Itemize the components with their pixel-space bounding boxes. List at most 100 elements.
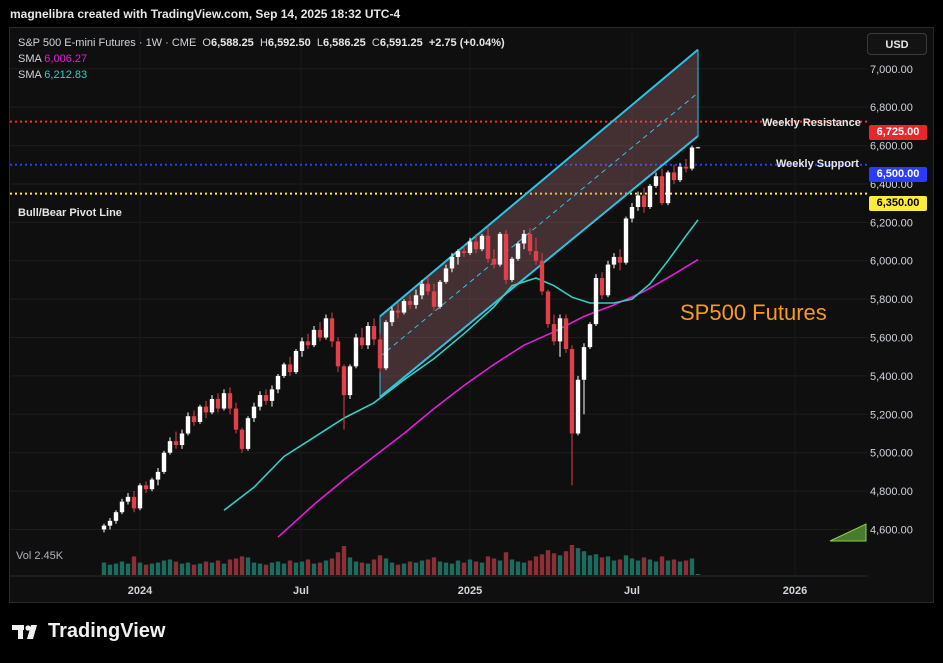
volume-bar (461, 562, 467, 575)
volume-bar (611, 560, 617, 575)
sma-fast-value: 6,212.83 (44, 69, 88, 81)
sma-slow-line (277, 258, 699, 538)
volume-bar (329, 558, 335, 575)
volume-bar (419, 560, 425, 575)
candle-body (563, 318, 569, 350)
volume-bar (383, 558, 389, 575)
candle-body (125, 496, 131, 502)
candle-body (383, 322, 389, 369)
volume-bar (473, 561, 479, 575)
candle-body (179, 433, 185, 446)
candle-body (671, 172, 677, 181)
high-value: 6,592.50 (267, 37, 311, 49)
candle-body (521, 233, 527, 244)
candle-body (173, 441, 179, 446)
currency-button[interactable]: USD (867, 33, 927, 55)
volume-bar (239, 556, 245, 575)
candle-body (251, 406, 257, 419)
volume-bar (191, 564, 197, 575)
pivot-price-tag: 6,350.00 (869, 196, 927, 211)
sma-slow-row[interactable]: SMA 6,006.27 (18, 51, 505, 67)
high-label: H (259, 37, 268, 49)
candle-body (131, 496, 137, 509)
volume-bar (143, 564, 149, 575)
volume-bar (659, 556, 665, 575)
price-axis-label: 5,200.00 (870, 409, 913, 421)
volume-bar (197, 563, 203, 575)
volume-bar (107, 564, 113, 575)
volume-bar (167, 559, 173, 575)
candle-body (473, 241, 479, 250)
candle-body (143, 485, 149, 490)
volume-bar (137, 562, 143, 575)
sma-fast-row[interactable]: SMA 6,212.83 (18, 67, 505, 83)
volume-bar (131, 556, 137, 575)
volume-bar (635, 560, 641, 575)
open-value: 6,588.25 (210, 37, 254, 49)
drawing-fragment (829, 523, 867, 542)
volume-bar (653, 561, 659, 575)
candle-body (515, 243, 521, 259)
low-label: L (316, 37, 323, 49)
candle-body (605, 264, 611, 296)
volume-bar (527, 560, 533, 575)
price-axis-label: 6,600.00 (870, 141, 913, 153)
volume-bar (323, 560, 329, 575)
volume-bar (185, 562, 191, 575)
candle-body (443, 268, 449, 282)
resistance-label: Weekly Resistance (762, 117, 861, 129)
chart-legend: S&P 500 E-mini Futures · 1W · CME O6,588… (18, 35, 505, 83)
candle-body (455, 251, 461, 257)
tradingview-logo[interactable]: TradingView (12, 620, 165, 643)
candle-body (239, 429, 245, 449)
volume-bar (521, 562, 527, 575)
volume-bar (587, 555, 593, 575)
volume-bar (641, 557, 647, 575)
price-axis-label: 4,800.00 (870, 486, 913, 498)
candle-body (257, 395, 263, 407)
candle-body (689, 147, 695, 169)
candle-body (677, 166, 683, 181)
volume-bar (389, 562, 395, 575)
candle-body (569, 349, 575, 434)
volume-bar (353, 561, 359, 575)
resistance-price-tag: 6,725.00 (869, 125, 927, 140)
chart-frame[interactable] (9, 27, 934, 603)
volume-bar (677, 561, 683, 575)
volume-bar (515, 561, 521, 575)
volume-bar (101, 562, 107, 575)
channel-lower-line (379, 135, 699, 398)
channel-midline (379, 92, 699, 358)
green-drawing-shape (829, 523, 867, 542)
candle-body (653, 176, 659, 186)
time-axis: 2024 Jul 2025 Jul 2026 (10, 575, 868, 597)
volume-bar (341, 546, 347, 575)
volume-bar (227, 559, 233, 575)
sma-fast-line (223, 219, 699, 511)
volume-bar (479, 562, 485, 575)
volume-bar (377, 555, 383, 575)
volume-bar (155, 562, 161, 575)
change-value: +2.75 (+0.04%) (428, 37, 505, 49)
volume-bar (431, 557, 437, 575)
tradingview-wordmark: TradingView (48, 620, 166, 642)
time-axis-label: 2025 (458, 585, 482, 597)
volume-bar (149, 563, 155, 575)
volume-bar (287, 560, 293, 575)
volume-bar (281, 563, 287, 575)
candle-body (107, 520, 113, 526)
candle-body (119, 501, 125, 513)
volume-bar (455, 560, 461, 575)
candle-body (167, 441, 173, 453)
candle-body (377, 339, 383, 369)
open-label: O (202, 37, 211, 49)
volume-bar (695, 573, 701, 575)
volume-bar (443, 562, 449, 575)
tradingview-icon (12, 624, 37, 639)
volume-bar (269, 562, 275, 575)
volume-bar (125, 563, 131, 575)
candle-body (611, 256, 617, 265)
candles (101, 145, 701, 533)
symbol-name[interactable]: S&P 500 E-mini Futures · 1W · CME (18, 37, 197, 49)
